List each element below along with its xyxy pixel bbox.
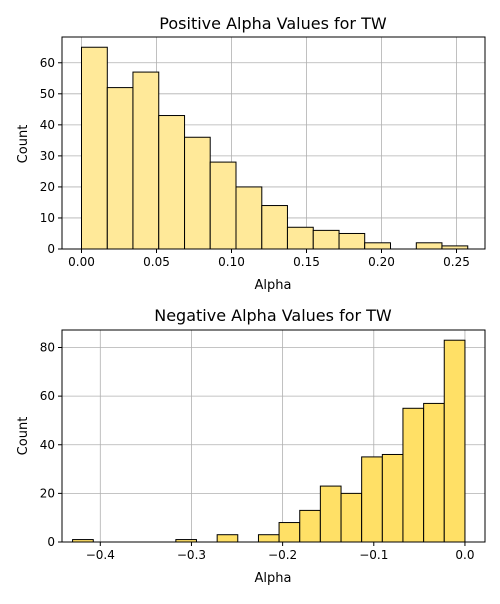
x-tick-label: −0.1	[359, 548, 388, 562]
histogram-bar	[257, 534, 280, 543]
histogram-bar	[158, 115, 186, 250]
chart-title: Negative Alpha Values for TW	[154, 306, 392, 325]
histogram-bar	[132, 71, 160, 250]
histogram-bar	[216, 534, 239, 543]
histogram-bar	[184, 136, 211, 250]
x-axis-label: Alpha	[255, 278, 292, 293]
y-tick-label: 40	[40, 118, 55, 132]
y-tick-label: 20	[40, 486, 55, 500]
plot-frame	[61, 329, 486, 543]
x-axis-label: Alpha	[255, 571, 292, 586]
x-tick-label: 0.10	[218, 255, 245, 269]
histogram-bar	[81, 46, 108, 250]
histogram-bar	[299, 509, 321, 543]
y-tick-label: 60	[40, 56, 55, 70]
x-tick-label: −0.3	[177, 548, 206, 562]
y-axis-label: Count	[16, 125, 31, 164]
x-tick-label: −0.4	[86, 548, 115, 562]
y-tick-label: 0	[47, 535, 55, 549]
histogram-bar	[361, 456, 383, 543]
y-tick-label: 20	[40, 180, 55, 194]
y-tick-label: 10	[40, 211, 55, 225]
histogram-bar	[278, 522, 301, 543]
positive-alpha-histogram: Positive Alpha Values for TW Alpha Count…	[16, 14, 486, 293]
histogram-bar	[423, 402, 445, 543]
plot-frame	[61, 36, 486, 250]
histogram-bar	[443, 339, 466, 543]
y-tick-label: 0	[47, 242, 55, 256]
histogram-bar	[402, 407, 425, 543]
histogram-bar	[338, 232, 366, 250]
x-tick-label: 0.05	[143, 255, 170, 269]
y-axis-label: Count	[16, 417, 31, 456]
histogram-bar	[209, 161, 237, 250]
histogram-bar	[106, 87, 134, 250]
histogram-bar	[340, 492, 363, 543]
x-tick-label: −0.2	[268, 548, 297, 562]
histogram-bar	[381, 453, 404, 543]
histogram-bar	[415, 242, 443, 250]
y-tick-label: 50	[40, 87, 55, 101]
y-tick-label: 30	[40, 149, 55, 163]
x-tick-label: 0.00	[68, 255, 95, 269]
histogram-bar	[286, 226, 314, 250]
histogram-bar	[312, 229, 340, 250]
x-tick-label: 0.20	[368, 255, 395, 269]
y-tick-label: 40	[40, 438, 55, 452]
y-tick-label: 60	[40, 389, 55, 403]
y-tick-label: 80	[40, 341, 55, 355]
x-tick-label: 0.0	[455, 548, 474, 562]
histogram-bar	[261, 205, 288, 250]
negative-alpha-histogram: Negative Alpha Values for TW Alpha Count…	[16, 306, 486, 586]
histogram-bar	[319, 485, 342, 543]
chart-title: Positive Alpha Values for TW	[159, 14, 387, 33]
histogram-bar	[364, 242, 392, 250]
x-tick-label: 0.25	[443, 255, 470, 269]
x-tick-label: 0.15	[293, 255, 320, 269]
histogram-bar	[235, 186, 263, 250]
